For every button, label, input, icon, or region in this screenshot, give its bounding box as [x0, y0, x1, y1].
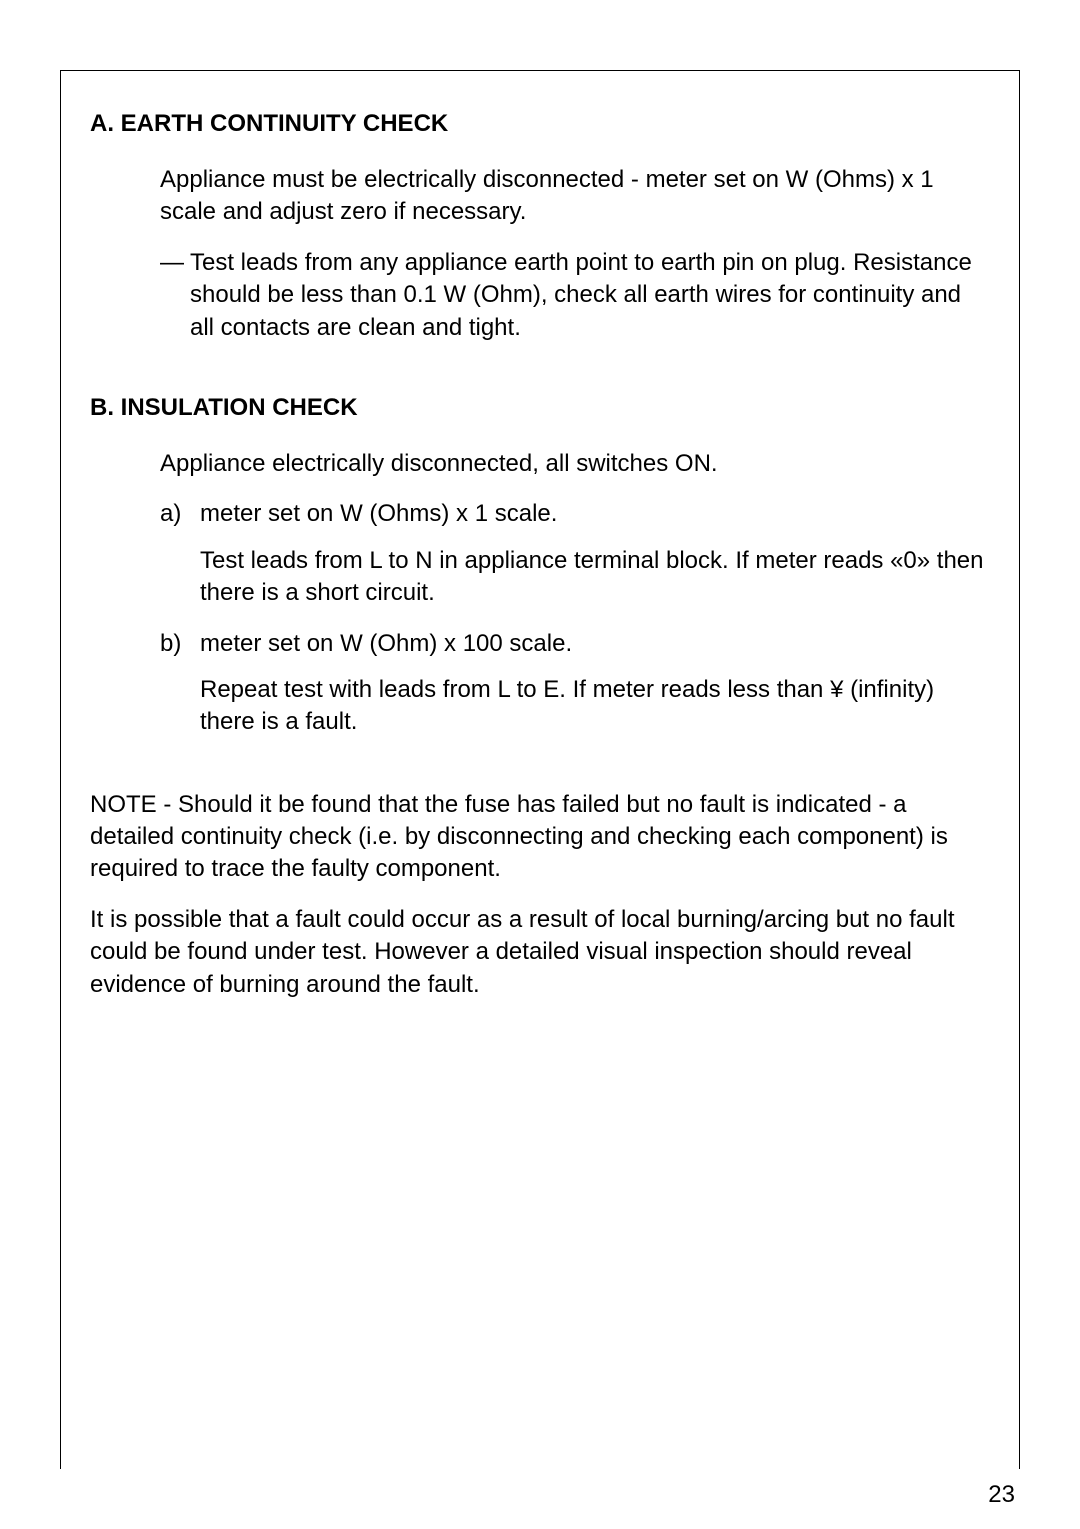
item-a-marker: a) [160, 498, 200, 530]
section-b-heading: B. INSULATION CHECK [90, 394, 990, 422]
item-b-marker: b) [160, 628, 200, 660]
notes-block: NOTE - Should it be found that the fuse … [90, 789, 990, 1001]
page-content: A. EARTH CONTINUITY CHECK Appliance must… [90, 110, 990, 1019]
item-b-text: meter set on W (Ohm) x 100 scale. [200, 628, 990, 660]
page-number: 23 [988, 1481, 1015, 1509]
item-b-sub: Repeat test with leads from L to E. If m… [200, 674, 990, 739]
item-a-sub: Test leads from L to N in appliance term… [200, 545, 990, 610]
section-b-item-a: a) meter set on W (Ohms) x 1 scale. [160, 498, 990, 530]
section-a-heading: A. EARTH CONTINUITY CHECK [90, 110, 990, 138]
section-a-para1: Appliance must be electrically disconnec… [160, 164, 990, 229]
section-b-para1: Appliance electrically disconnected, all… [160, 448, 990, 480]
note-para2: It is possible that a fault could occur … [90, 904, 990, 1001]
item-a-text: meter set on W (Ohms) x 1 scale. [200, 498, 990, 530]
dash-marker: — [160, 247, 190, 344]
section-b-item-b: b) meter set on W (Ohm) x 100 scale. [160, 628, 990, 660]
note-para1: NOTE - Should it be found that the fuse … [90, 789, 990, 886]
section-a-dash-text: Test leads from any appliance earth poin… [190, 247, 990, 344]
section-a-dash-item: — Test leads from any appliance earth po… [160, 247, 990, 344]
